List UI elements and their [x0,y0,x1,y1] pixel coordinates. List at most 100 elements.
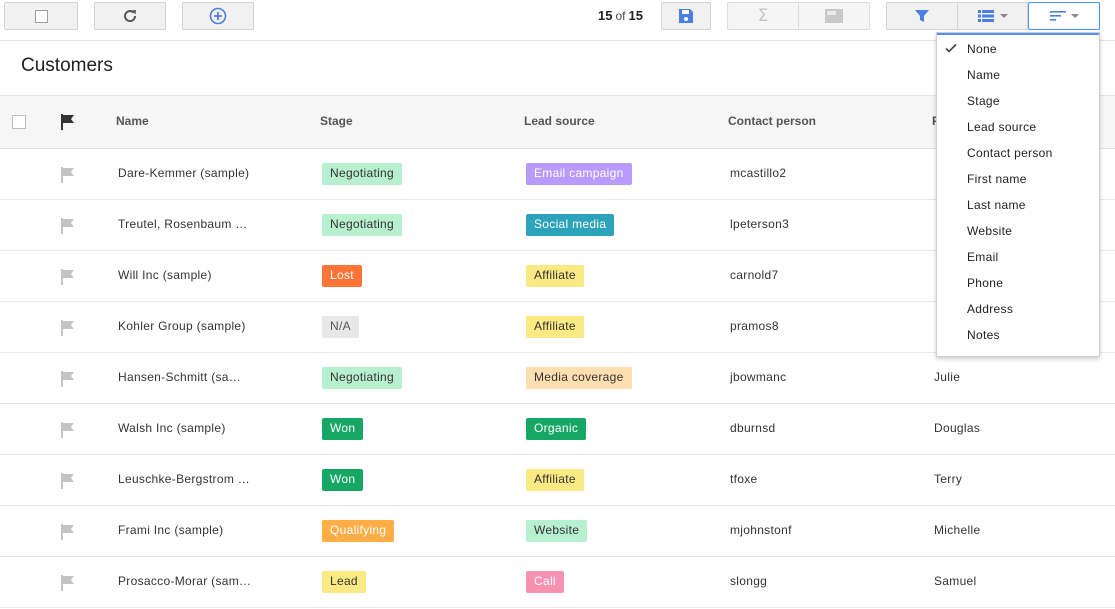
flag-icon[interactable] [61,320,75,336]
flag-icon[interactable] [61,524,75,540]
flag-icon[interactable] [61,371,75,387]
contact-person: dburnsd [730,421,776,435]
customer-name[interactable]: Walsh Inc (sample) [118,421,226,435]
refresh-button[interactable] [94,2,166,30]
stage-badge: Won [322,469,364,491]
contact-person: jbowmanc [730,370,787,384]
add-circle-icon [209,7,227,25]
contact-person: carnold7 [730,268,779,282]
page-title: Customers [21,55,113,76]
table-row[interactable]: Hansen-Schmitt (sa… Negotiating Media cove… [0,353,1115,404]
contact-person: mjohnstonf [730,523,792,537]
record-count: 15 of 15 [598,8,643,23]
stage-badge: Qualifying [322,520,395,542]
count-current: 15 [598,8,613,23]
sort-option-phone[interactable]: Phone [937,271,1099,297]
sort-option-none[interactable]: None [937,37,1099,63]
stage-badge: Negotiating [322,214,403,236]
stage-badge: Negotiating [322,367,403,389]
first-name: Samuel [934,574,977,588]
checkmark-icon [945,43,957,53]
sort-option-address[interactable]: Address [937,297,1099,323]
sort-option-website[interactable]: Website [937,219,1099,245]
filter-icon [915,10,929,22]
first-name: Julie [934,370,961,384]
column-header-name[interactable]: Name [116,114,149,128]
sort-option-notes[interactable]: Notes [937,323,1099,349]
save-button[interactable] [661,2,711,30]
customer-name[interactable]: Treutel, Rosenbaum … [118,217,248,231]
table-row[interactable]: Treutel, Rosenbaum … Negotiating Social me… [0,200,1115,251]
toolbar: 15 of 15 Σ [0,0,1115,41]
filter-button[interactable] [886,2,957,30]
sum-button[interactable]: Σ [727,2,798,30]
contact-person: tfoxe [730,472,758,486]
sort-option-last-name[interactable]: Last name [937,193,1099,219]
flag-icon[interactable] [61,218,75,234]
customers-table: Name Stage Lead source Contact person F … [0,95,1115,608]
sigma-icon: Σ [757,6,769,26]
lead-source-badge: Media coverage [526,367,632,389]
customer-name[interactable]: Dare-Kemmer (sample) [118,166,250,180]
table-row[interactable]: Prosacco-Morar (sam… Lead Call slongg Samuel [0,557,1115,608]
sort-button[interactable] [1028,2,1100,30]
sort-option-stage[interactable]: Stage [937,89,1099,115]
table-row[interactable]: Kohler Group (sample) N/A Affiliate pramos8 [0,302,1115,353]
lead-source-badge: Organic [526,418,587,440]
flag-icon[interactable] [61,269,75,285]
sort-option-first-name[interactable]: First name [937,167,1099,193]
stage-badge: Lost [322,265,362,287]
lead-source-badge: Email campaign [526,163,632,185]
flag-icon[interactable] [61,473,75,489]
sort-option-label: Phone [967,276,1004,290]
customer-name[interactable]: Will Inc (sample) [118,268,212,282]
save-icon [679,9,693,23]
table-body: Dare-Kemmer (sample) Negotiating Email cam… [0,149,1115,608]
lead-source-badge: Call [526,571,564,593]
contact-person: pramos8 [730,319,779,333]
sort-option-label: Contact person [967,146,1053,160]
sort-option-label: Email [967,250,999,264]
select-all-button[interactable] [4,2,78,30]
sort-option-name[interactable]: Name [937,63,1099,89]
stage-badge: N/A [322,316,359,338]
flag-icon[interactable] [61,167,75,183]
count-of-label: of [615,9,626,23]
contact-person: mcastillo2 [730,166,787,180]
column-header-first-name[interactable]: F [932,114,939,128]
lead-source-badge: Affiliate [526,316,584,338]
table-row[interactable]: Dare-Kemmer (sample) Negotiating Email cam… [0,149,1115,200]
sort-option-lead-source[interactable]: Lead source [937,115,1099,141]
table-row[interactable]: Leuschke-Bergstrom … Won Affiliate tfoxe Ter… [0,455,1115,506]
column-header-lead-source[interactable]: Lead source [524,114,595,128]
view-options-button[interactable] [957,2,1028,30]
customer-name[interactable]: Hansen-Schmitt (sa… [118,370,242,384]
customer-name[interactable]: Prosacco-Morar (sam… [118,574,252,588]
flag-icon[interactable] [61,575,75,591]
customer-name[interactable]: Kohler Group (sample) [118,319,246,333]
menu-accent-line [937,33,1099,35]
lead-source-badge: Affiliate [526,265,584,287]
customer-name[interactable]: Frami Inc (sample) [118,523,224,537]
table-row[interactable]: Walsh Inc (sample) Won Organic dburnsd Dougl… [0,404,1115,455]
flag-icon[interactable] [61,114,75,130]
refresh-icon [124,10,137,23]
sort-option-contact-person[interactable]: Contact person [937,141,1099,167]
flag-icon[interactable] [61,422,75,438]
table-row[interactable]: Frami Inc (sample) Qualifying Website mjohn… [0,506,1115,557]
chevron-down-icon [999,14,1008,18]
select-all-checkbox[interactable] [12,115,26,129]
sort-option-label: Name [967,68,1001,82]
summary-panel-button[interactable] [798,2,870,30]
sort-option-email[interactable]: Email [937,245,1099,271]
customer-name[interactable]: Leuschke-Bergstrom … [118,472,251,486]
sort-option-label: Stage [967,94,1000,108]
table-row[interactable]: Will Inc (sample) Lost Affiliate carnold7 [0,251,1115,302]
first-name: Douglas [934,421,981,435]
first-name: Michelle [934,523,981,537]
sort-option-label: None [967,42,997,56]
stage-badge: Negotiating [322,163,403,185]
column-header-stage[interactable]: Stage [320,114,353,128]
column-header-contact-person[interactable]: Contact person [728,114,817,128]
add-button[interactable] [182,2,254,30]
